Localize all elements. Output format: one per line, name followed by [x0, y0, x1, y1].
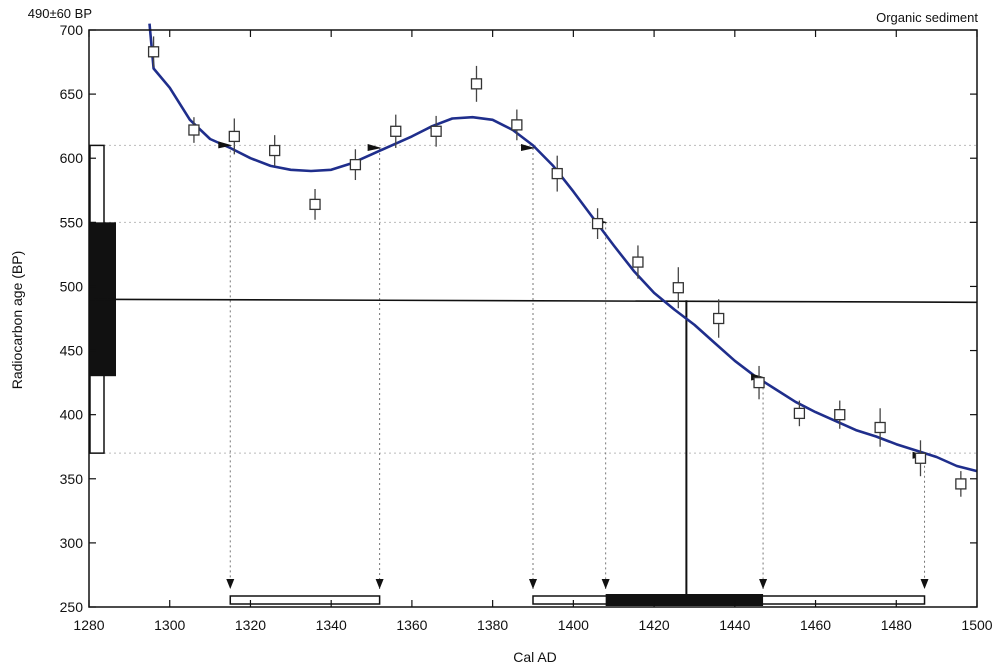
- sample-type-label: Organic sediment: [876, 10, 978, 25]
- y-tick-label: 650: [60, 86, 84, 102]
- data-point: [349, 158, 362, 171]
- two-sigma-range-bar: [229, 595, 381, 605]
- data-point: [470, 78, 483, 90]
- data-point: [188, 124, 200, 136]
- data-point: [551, 167, 563, 180]
- intercept-marker: [218, 141, 233, 149]
- y-tick-label: 700: [60, 22, 84, 38]
- x-tick-label: 1280: [73, 617, 104, 633]
- y-tick-label: 550: [60, 214, 84, 230]
- data-point: [309, 198, 321, 211]
- x-tick-label: 1420: [639, 617, 670, 633]
- x-tick-label: 1340: [316, 617, 347, 633]
- data-point: [672, 282, 684, 294]
- one-sigma-range-bar: [605, 594, 764, 606]
- data-point: [834, 409, 846, 421]
- axis-ticks: 1280 1300 1320 1340 1360 1380 1400 1420 1440 1460…: [60, 22, 993, 633]
- calibration-curve-layer: [148, 23, 978, 473]
- data-point: [632, 256, 644, 268]
- y-tick-label: 350: [60, 471, 84, 487]
- y-tick-label: 450: [60, 343, 84, 359]
- data-point: [914, 452, 927, 464]
- y-tick-label: 500: [60, 278, 84, 294]
- intercept-marker: [521, 143, 535, 151]
- y-tick-label: 300: [60, 535, 84, 551]
- x-tick-label: 1300: [154, 617, 185, 633]
- data-point: [591, 217, 604, 230]
- data-point: [793, 407, 806, 420]
- intercept-arrow: [601, 579, 610, 589]
- intercept-arrow: [226, 579, 235, 589]
- data-point: [147, 46, 160, 58]
- intercept-arrow: [375, 579, 384, 589]
- plot-border: [88, 29, 978, 608]
- x-tick-label: 1460: [800, 617, 831, 633]
- x-tick-label: 1380: [477, 617, 508, 633]
- data-point: [874, 421, 886, 434]
- sample-age-line: [88, 298, 978, 304]
- plot-frame: [88, 29, 978, 608]
- data-point: [430, 125, 442, 137]
- dotted-guides: [89, 144, 977, 589]
- data-point: [955, 478, 967, 490]
- y-tick-label: 400: [60, 407, 84, 423]
- data-point: [228, 130, 240, 143]
- sample-age-label: 490±60 BP: [28, 6, 92, 21]
- x-tick-label: 1480: [881, 617, 912, 633]
- data-point: [511, 119, 523, 131]
- intercept-arrow: [759, 579, 768, 589]
- intercept-marker: [367, 143, 382, 151]
- y-tick-label: 600: [60, 150, 84, 166]
- x-tick-label: 1500: [961, 617, 992, 633]
- data-point: [753, 376, 765, 389]
- x-tick-label: 1320: [235, 617, 266, 633]
- y-axis-title: Radiocarbon age (BP): [9, 251, 25, 390]
- data-point: [713, 312, 725, 325]
- data-point: [269, 144, 281, 157]
- probability-boxes: [88, 144, 978, 606]
- data-point: [390, 125, 402, 137]
- intercept-arrow: [529, 579, 537, 589]
- y-tick-label: 250: [60, 599, 84, 615]
- x-tick-label: 1440: [719, 617, 750, 633]
- x-axis-title: Cal AD: [513, 649, 557, 665]
- calibration-curve: [148, 23, 978, 473]
- x-tick-label: 1360: [396, 617, 427, 633]
- intercept-arrow: [920, 579, 929, 589]
- x-tick-label: 1400: [558, 617, 589, 633]
- data-points-layer: [147, 36, 967, 497]
